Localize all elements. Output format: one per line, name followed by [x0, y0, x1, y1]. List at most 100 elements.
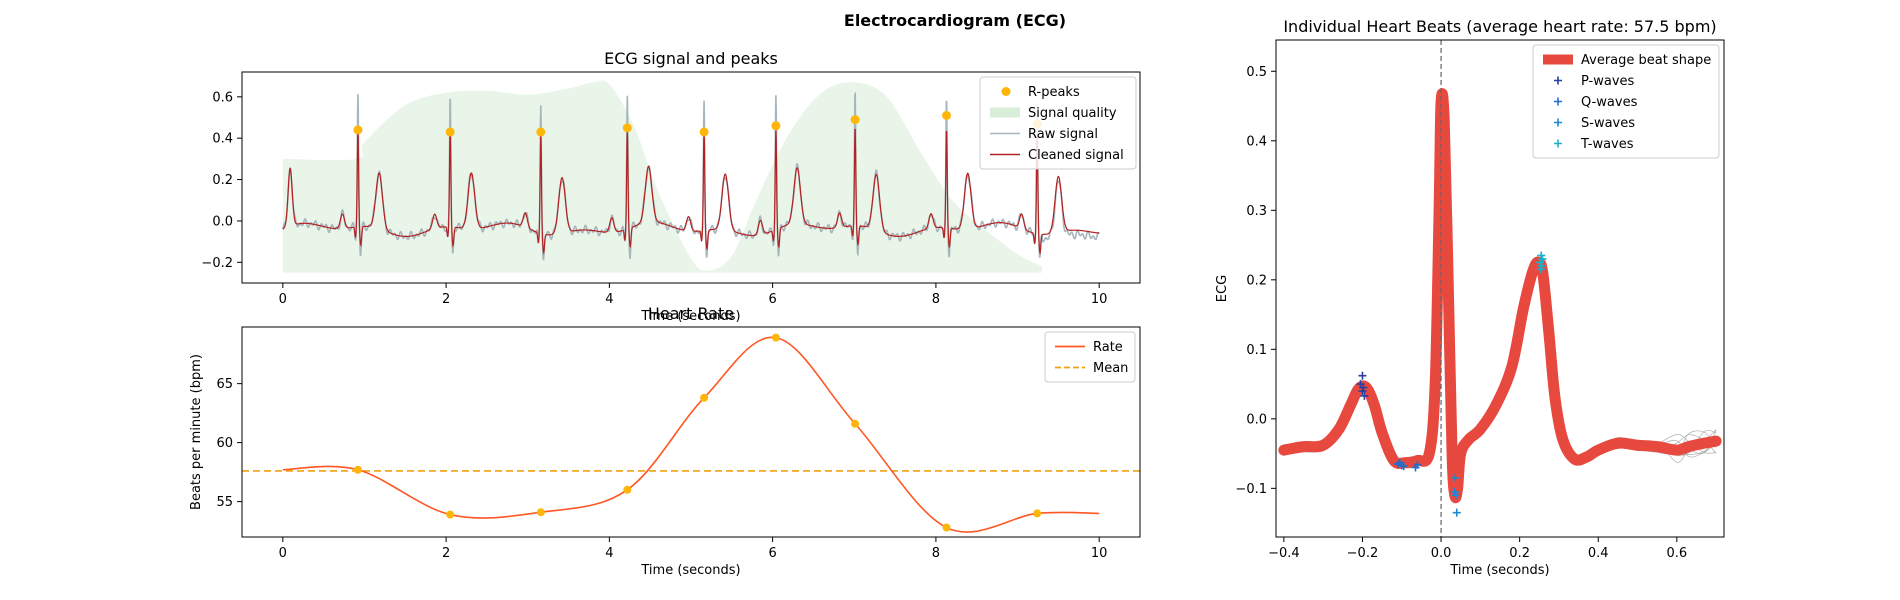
p-wave-marker-3: [1358, 387, 1367, 396]
q-wave-marker-5: [1413, 460, 1422, 469]
beats-y-tick-label-0: −0.1: [1235, 482, 1267, 497]
beats-y-label: ECG: [1215, 275, 1230, 302]
beats-x-label: Time (seconds): [1449, 563, 1549, 578]
beats-y-tick-label-4: 0.3: [1246, 204, 1267, 219]
ecg-signal-panel: 0 2 4 6 8 10 −0.2 0.0 0.2 0.4 0.6 ECG signal and p…: [201, 49, 1141, 324]
ecg-y-tick-label-1: 0.0: [212, 214, 233, 229]
rate-x-tick-label-3: 6: [768, 546, 776, 561]
q-wave-marker-3: [1399, 462, 1408, 471]
ecg-legend-frame: [979, 76, 1137, 170]
rate-axes-frame: [241, 326, 1141, 538]
beats-legend-frame: [1532, 44, 1720, 159]
heart-rate-line: [282, 336, 1100, 533]
beats-legend-marker-1: [1554, 76, 1562, 85]
ecg-x-tick-label-5: 10: [1091, 292, 1108, 307]
r-peak-6: [850, 115, 860, 125]
signal-quality-area: [282, 80, 1043, 273]
rate-legend-label-1: Mean: [1093, 361, 1128, 376]
t-wave-marker-4: [1536, 265, 1545, 274]
ecg-x-tick-label-1: 2: [442, 292, 450, 307]
ecg-legend-label-3: Cleaned signal: [1028, 148, 1124, 163]
beats-x-tick-label-0: −0.4: [1268, 546, 1300, 561]
ecg-y-tick-label-3: 0.4: [212, 132, 233, 147]
beats-plot-content: [1278, 40, 1722, 537]
r-peak-5: [771, 121, 781, 131]
ecg-plot-content: [282, 80, 1100, 273]
beats-y-tick-label-5: 0.4: [1246, 134, 1267, 149]
beats-y-tick-label-3: 0.2: [1246, 273, 1267, 288]
ecg-x-tick-label-2: 4: [605, 292, 613, 307]
rate-y-label: Beats per minute (bpm): [189, 354, 204, 510]
s-wave-marker-3: [1452, 508, 1461, 517]
t-wave-marker-0: [1537, 251, 1546, 260]
beats-legend-marker-4: [1554, 139, 1562, 148]
heart-beats-panel: −0.4 −0.2 0.0 0.2 0.4 0.6 −0.1 0.0 0.1 0.2 0.3 0.4 0…: [1215, 17, 1725, 578]
rate-title: Heart Rate: [648, 304, 734, 323]
ecg-legend-label-0: R-peaks: [1028, 85, 1080, 100]
figure-title: Electrocardiogram (ECG): [844, 11, 1066, 30]
p-wave-marker-4: [1360, 391, 1369, 400]
rate-y-tick-label-0: 55: [216, 495, 233, 510]
beats-x-tick-label-4: 0.4: [1588, 546, 1609, 561]
beats-legend-label-0: Average beat shape: [1581, 53, 1711, 68]
ecg-x-tick-label-3: 6: [768, 292, 776, 307]
beats-x-tick-label-2: 0.0: [1431, 546, 1452, 561]
rate-point-5: [771, 333, 780, 342]
q-wave-marker-2: [1395, 458, 1404, 467]
ecg-axes-frame: [241, 71, 1141, 284]
rate-point-0: [353, 465, 362, 474]
beats-y-tick-label-2: 0.1: [1246, 343, 1267, 358]
rate-y-tick-label-2: 65: [216, 377, 233, 392]
rate-x-tick-label-0: 0: [279, 546, 287, 561]
beats-y-tick-label-6: 0.5: [1246, 65, 1267, 80]
beats-legend-marker-2: [1554, 97, 1562, 106]
rate-x-tick-label-1: 2: [442, 546, 450, 561]
rate-point-1: [446, 510, 455, 519]
t-wave-marker-2: [1536, 258, 1545, 267]
beats-legend: Average beat shape P-waves Q-waves S-waves T…: [1532, 44, 1720, 159]
ecg-legend: R-peaks Signal quality Raw signal Cleaned s…: [979, 76, 1137, 170]
rate-y-tick-label-1: 60: [216, 436, 233, 451]
rate-x-tick-label-5: 10: [1091, 546, 1108, 561]
ecg-legend-label-2: Raw signal: [1028, 127, 1098, 142]
ecg-legend-marker-0: [1001, 87, 1011, 96]
r-peak-2: [536, 127, 546, 137]
beats-ticks: −0.4 −0.2 0.0 0.2 0.4 0.6 −0.1 0.0 0.1 0.2 0.3 0.4 0…: [1235, 65, 1687, 561]
ecg-ticks: 0 2 4 6 8 10 −0.2 0.0 0.2 0.4 0.6: [201, 90, 1107, 307]
cleaned-signal-line: [282, 127, 1100, 255]
rate-x-label: Time (seconds): [640, 563, 740, 578]
beats-x-tick-label-3: 0.2: [1509, 546, 1530, 561]
average-beat-line: [1278, 88, 1722, 504]
beats-legend-label-3: S-waves: [1581, 116, 1635, 131]
ecg-x-tick-label-0: 0: [279, 292, 287, 307]
r-peak-1: [445, 127, 455, 137]
rate-point-4: [700, 393, 709, 402]
rate-legend: Rate Mean: [1044, 331, 1136, 383]
beats-y-tick-label-1: 0.0: [1246, 412, 1267, 427]
beats-legend-marker-0: [1543, 54, 1573, 65]
beats-title: Individual Heart Beats (average heart ra…: [1283, 17, 1716, 36]
p-wave-marker-0: [1358, 371, 1367, 380]
ecg-x-tick-label-4: 8: [932, 292, 940, 307]
beats-legend-label-4: T-waves: [1580, 137, 1634, 152]
r-peak-0: [353, 125, 363, 135]
ecg-y-tick-label-4: 0.6: [212, 90, 233, 105]
beats-x-tick-label-1: −0.2: [1347, 546, 1379, 561]
ecg-y-tick-label-2: 0.2: [212, 173, 233, 188]
rate-point-7: [942, 523, 951, 532]
r-peak-7: [942, 110, 952, 120]
r-peak-3: [622, 123, 632, 133]
rate-x-tick-label-2: 4: [605, 546, 613, 561]
rate-plot-content: [242, 333, 1140, 533]
r-peak-4: [699, 127, 709, 137]
ecg-legend-label-1: Signal quality: [1028, 106, 1117, 121]
ecg-x-label: Time (seconds): [640, 309, 740, 324]
s-wave-marker-0: [1450, 487, 1459, 496]
rate-ticks: 0 2 4 6 8 10 55 60 65: [216, 377, 1107, 561]
rate-x-tick-label-4: 8: [932, 546, 940, 561]
s-wave-marker-2: [1451, 473, 1460, 482]
beats-legend-label-1: P-waves: [1581, 74, 1635, 89]
ecg-y-tick-label-0: −0.2: [201, 256, 233, 271]
